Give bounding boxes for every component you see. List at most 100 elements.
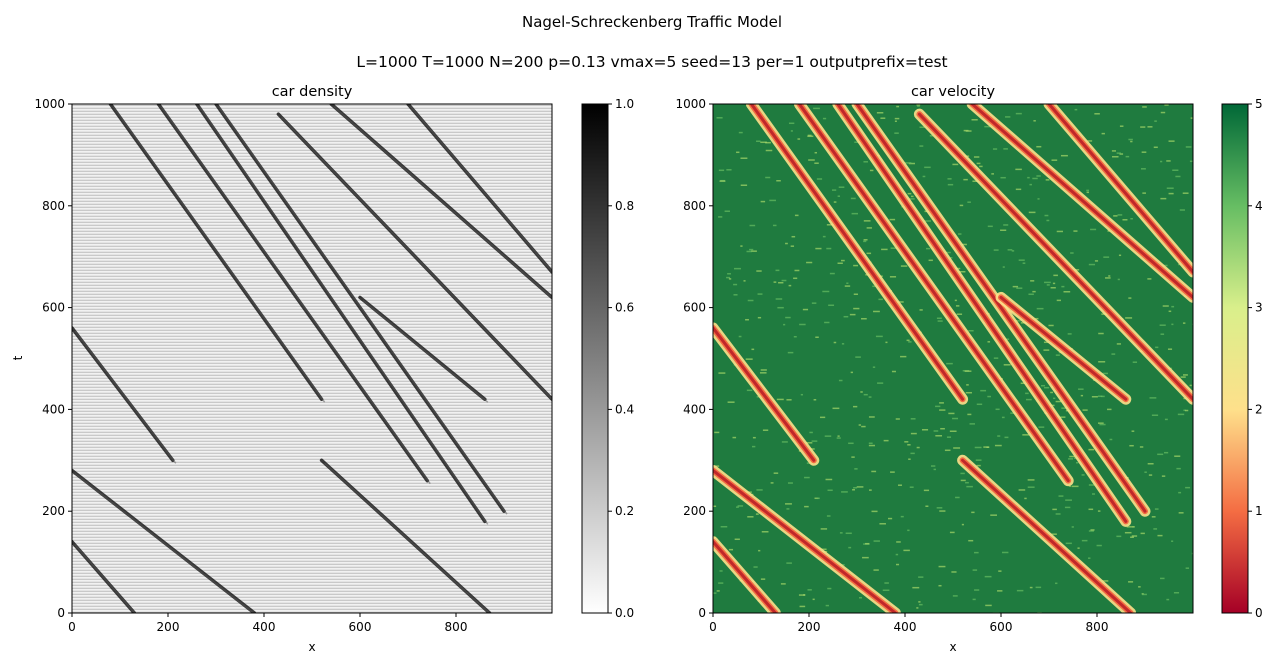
velocity-texture-fleck xyxy=(1102,372,1108,375)
velocity-texture-fleck xyxy=(963,178,968,181)
velocity-texture-fleck xyxy=(1043,349,1050,351)
x-tick-label: 600 xyxy=(990,620,1013,634)
velocity-texture-fleck xyxy=(814,162,819,164)
velocity-texture-fleck xyxy=(1172,169,1179,172)
colorbar-tick-label: 0.2 xyxy=(615,504,634,518)
velocity-texture-fleck xyxy=(1088,448,1095,451)
y-tick-label: 1000 xyxy=(34,97,65,111)
velocity-texture-fleck xyxy=(1140,168,1146,170)
velocity-jam-bands xyxy=(713,104,1193,613)
velocity-texture-fleck xyxy=(1048,324,1054,327)
velocity-texture-fleck xyxy=(1159,324,1166,326)
velocity-texture-fleck xyxy=(979,165,983,168)
velocity-texture-fleck xyxy=(1058,495,1064,497)
density-xlabel: x xyxy=(308,640,315,654)
velocity-texture-fleck xyxy=(804,476,810,479)
velocity-texture-fleck xyxy=(814,497,819,500)
velocity-texture-fleck xyxy=(1001,551,1009,554)
velocity-texture-fleck xyxy=(878,298,883,301)
velocity-texture-fleck xyxy=(805,442,813,444)
velocity-texture-fleck xyxy=(1147,278,1152,280)
velocity-texture-fleck xyxy=(949,531,955,534)
velocity-texture-fleck xyxy=(968,539,974,542)
velocity-texture-fleck xyxy=(1130,140,1133,143)
velocity-texture-fleck xyxy=(822,290,830,293)
velocity-texture-fleck xyxy=(1027,176,1030,179)
velocity-texture-fleck xyxy=(1098,361,1106,363)
velocity-texture-fleck xyxy=(938,584,942,587)
velocity-texture-fleck xyxy=(881,248,888,251)
velocity-texture-fleck xyxy=(1053,397,1056,400)
velocity-texture-fleck xyxy=(1081,474,1085,476)
density-colorbar xyxy=(581,103,609,614)
velocity-texture-fleck xyxy=(925,505,929,507)
velocity-texture-fleck xyxy=(1052,282,1056,285)
velocity-texture-fleck xyxy=(1061,285,1065,288)
velocity-texture-fleck xyxy=(1044,386,1050,389)
velocity-texture-fleck xyxy=(1055,582,1058,585)
velocity-texture-fleck xyxy=(946,436,952,438)
velocity-texture-fleck xyxy=(909,486,914,488)
velocity-texture-fleck xyxy=(1113,215,1118,217)
velocity-texture-fleck xyxy=(837,262,843,265)
velocity-texture-fleck xyxy=(869,169,874,172)
velocity-texture-fleck xyxy=(1082,409,1088,411)
velocity-texture-fleck xyxy=(863,239,868,241)
velocity-texture-fleck xyxy=(787,482,793,484)
velocity-texture-fleck xyxy=(777,306,784,309)
velocity-texture-fleck xyxy=(873,540,880,542)
velocity-texture-fleck xyxy=(740,245,743,247)
velocity-texture-fleck xyxy=(884,582,889,584)
density-colorbar-ticks: 0.0 0.2 0.4 0.6 0.8 1.0 xyxy=(608,97,634,620)
velocity-texture-fleck xyxy=(776,180,781,182)
velocity-texture-fleck xyxy=(736,506,739,508)
velocity-texture-fleck xyxy=(939,409,946,411)
velocity-texture-fleck xyxy=(1065,499,1072,501)
velocity-texture-fleck xyxy=(987,395,991,398)
velocity-texture-fleck xyxy=(987,225,993,228)
y-tick-label: 200 xyxy=(42,504,65,518)
velocity-texture-fleck xyxy=(1025,392,1029,395)
velocity-texture-fleck xyxy=(865,542,870,545)
velocity-texture-fleck xyxy=(868,396,872,398)
velocity-texture-fleck xyxy=(728,548,734,551)
velocity-jam-core xyxy=(855,104,1147,513)
velocity-texture-fleck xyxy=(1190,117,1193,119)
colorbar-tick-label: 0.4 xyxy=(615,402,634,416)
velocity-jam-core xyxy=(970,104,1193,299)
velocity-texture-fleck xyxy=(813,107,820,110)
velocity-texture-fleck xyxy=(806,261,813,264)
velocity-texture-fleck xyxy=(1097,395,1103,398)
velocity-texture-fleck xyxy=(1151,414,1159,417)
velocity-texture-fleck xyxy=(965,481,969,484)
velocity-texture-fleck xyxy=(1088,530,1094,532)
velocity-texture-fleck xyxy=(848,442,854,445)
velocity-texture-fleck xyxy=(851,212,859,215)
velocity-texture-fleck xyxy=(1043,341,1049,344)
velocity-texture-fleck xyxy=(909,198,915,200)
y-tick-label: 1000 xyxy=(675,97,706,111)
velocity-texture-fleck xyxy=(785,503,792,505)
velocity-texture-fleck xyxy=(1128,297,1132,299)
velocity-texture-fleck xyxy=(798,594,806,596)
x-tick-label: 800 xyxy=(445,620,468,634)
velocity-texture-fleck xyxy=(1029,183,1032,186)
velocity-texture-fleck xyxy=(1097,510,1101,512)
velocity-texture-fleck xyxy=(1154,508,1159,510)
velocity-texture-fleck xyxy=(1040,384,1046,387)
velocity-texture-fleck xyxy=(969,423,975,425)
velocity-texture-fleck xyxy=(756,489,763,491)
velocity-texture-fleck xyxy=(781,441,788,443)
velocity-texture-fleck xyxy=(781,279,787,282)
velocity-texture-fleck xyxy=(910,452,915,455)
velocity-texture-fleck xyxy=(904,162,912,164)
velocity-texture-fleck xyxy=(919,145,924,147)
velocity-texture-fleck xyxy=(1069,455,1076,458)
velocity-texture-fleck xyxy=(890,471,895,473)
velocity-texture-fleck xyxy=(1108,275,1111,277)
velocity-texture-fleck xyxy=(1153,146,1158,149)
velocity-texture-fleck xyxy=(936,507,943,509)
velocity-texture-fleck xyxy=(786,399,792,401)
velocity-texture-fleck xyxy=(873,310,880,313)
velocity-texture-fleck xyxy=(1160,577,1165,580)
